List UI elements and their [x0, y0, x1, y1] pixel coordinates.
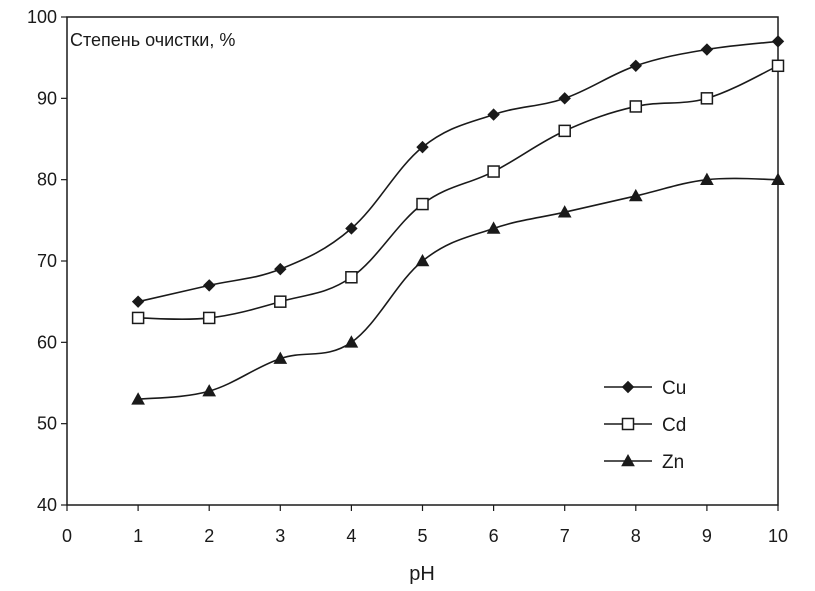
y-tick-label: 80 [37, 170, 57, 190]
data-point-zn [557, 205, 572, 218]
x-tick-label: 0 [62, 526, 72, 546]
data-point-cu [629, 59, 643, 73]
legend-marker-cu [621, 380, 635, 394]
data-point-zn [486, 221, 501, 234]
data-point-cd [629, 100, 643, 113]
x-tick-label: 9 [702, 526, 712, 546]
legend-item-cu: Cu [604, 378, 686, 399]
data-point-cu [345, 222, 358, 235]
data-point-cu [487, 108, 500, 121]
data-point-zn [344, 335, 359, 348]
data-point-cd [416, 197, 429, 211]
data-point-cu [202, 279, 216, 292]
data-point-zn [273, 351, 288, 364]
series-cu [131, 35, 785, 308]
series-zn [131, 172, 785, 405]
x-tick-label: 7 [560, 526, 570, 546]
data-point-cu [131, 295, 145, 308]
legend-marker-zn [621, 453, 635, 467]
data-point-cd [345, 271, 358, 284]
y-tick-label: 70 [37, 251, 57, 271]
data-point-cd [202, 311, 216, 325]
legend-label: Cd [662, 415, 686, 436]
series-group [131, 35, 785, 405]
data-point-cu [558, 92, 571, 105]
legend-marker-cd [621, 417, 635, 431]
x-tick-label: 2 [204, 526, 214, 546]
series-line-zn [138, 177, 779, 401]
legend: Cu Cd Zn [604, 378, 686, 473]
y-axis-label: Степень очистки, % [70, 30, 235, 50]
data-point-zn [771, 172, 785, 185]
data-point-cd [274, 295, 287, 308]
data-point-cd [700, 92, 714, 105]
series-line-cd [138, 65, 779, 321]
legend-label: Cu [662, 378, 686, 399]
data-point-zn [202, 384, 217, 397]
x-tick-label: 4 [346, 526, 356, 546]
data-point-cu [274, 262, 287, 276]
legend-label: Zn [662, 452, 684, 473]
series-line-cu [137, 40, 779, 303]
x-tick-label: 8 [631, 526, 641, 546]
x-tick-label: 6 [489, 526, 499, 546]
x-axis-label: pH [409, 563, 435, 585]
data-point-zn [700, 172, 714, 185]
data-point-cd [487, 165, 500, 178]
data-point-zn [131, 392, 145, 405]
x-tick-label: 10 [768, 526, 788, 546]
legend-item-cd: Cd [604, 415, 686, 436]
x-tick-label: 3 [275, 526, 285, 546]
y-tick-label: 50 [37, 414, 57, 434]
axis-ticks: 0 1 2 3 4 5 6 7 8 9 10 40 50 60 70 80 90 100 [27, 7, 788, 546]
series-cd [131, 59, 785, 325]
y-tick-label: 40 [37, 495, 57, 515]
data-point-cu [700, 43, 714, 56]
data-point-cd [771, 59, 785, 73]
y-tick-label: 100 [27, 7, 57, 27]
x-tick-label: 1 [133, 526, 143, 546]
y-tick-label: 90 [37, 88, 57, 108]
legend-item-zn: Zn [604, 452, 684, 473]
x-tick-label: 5 [417, 526, 427, 546]
data-point-zn [628, 188, 643, 202]
data-point-cu [771, 35, 785, 48]
y-tick-label: 60 [37, 332, 57, 352]
data-point-cd [558, 124, 571, 138]
data-point-zn [415, 253, 430, 267]
data-point-cd [131, 311, 145, 325]
data-point-cu [416, 140, 429, 154]
